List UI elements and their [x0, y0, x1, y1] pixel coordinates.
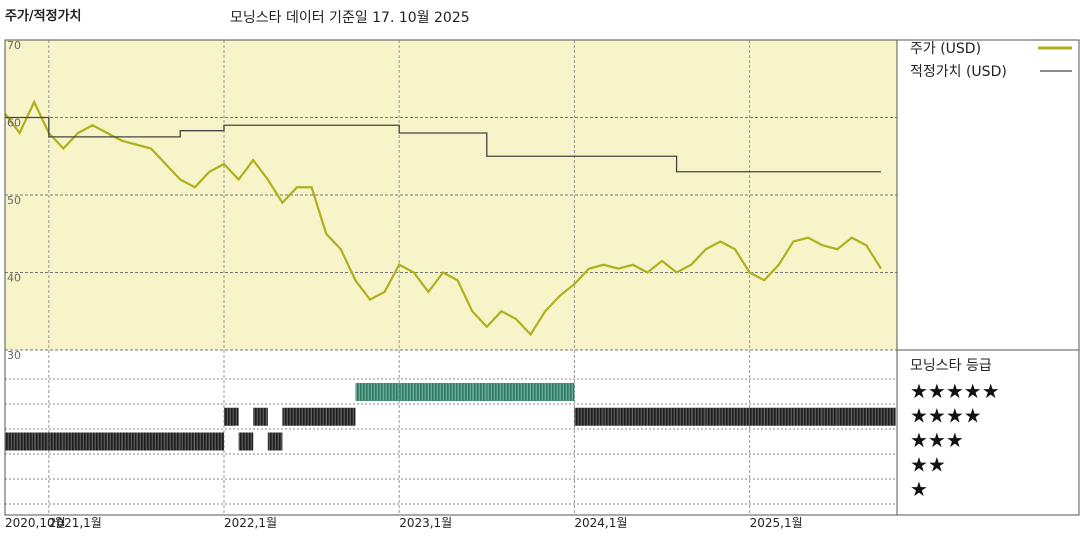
rating-label: ★★	[910, 453, 946, 477]
rating-bar	[559, 383, 575, 401]
rating-bar	[720, 407, 735, 426]
rating-bar	[5, 432, 20, 451]
rating-label: ★	[910, 477, 928, 501]
rating-bar	[384, 383, 400, 401]
rating-bar	[253, 407, 268, 426]
rating-label: ★★★★	[910, 404, 982, 428]
rating-bar	[808, 407, 823, 426]
rating-bar	[282, 407, 297, 426]
rating-bar	[34, 432, 49, 451]
rating-bar	[793, 407, 808, 426]
rating-grid	[5, 378, 897, 505]
rating-bar	[267, 432, 283, 451]
rating-bar	[311, 407, 327, 426]
rating-bar	[486, 383, 502, 401]
rating-bar	[136, 432, 151, 451]
rating-bar	[647, 407, 662, 426]
rating-bar	[632, 407, 648, 426]
series-line	[4, 99, 882, 337]
x-tick-label: 2021,1월	[49, 516, 102, 530]
rating-bar	[297, 407, 312, 426]
rating-bar	[370, 383, 385, 401]
rating-bar	[209, 432, 224, 451]
y-tick-label: 50	[7, 194, 21, 207]
rating-bar	[501, 383, 516, 401]
rating-bar	[121, 432, 137, 451]
rating-bar	[457, 383, 473, 401]
rating-bar	[574, 407, 589, 426]
y-tick-label: 70	[7, 39, 21, 52]
x-tick-label: 2020,10월	[5, 516, 66, 530]
rating-bar	[340, 407, 356, 426]
rating-bar	[165, 432, 181, 451]
rating-bar	[472, 383, 487, 401]
rating-bar	[180, 432, 195, 451]
frame	[4, 39, 1080, 516]
rating-bar	[735, 407, 750, 426]
rating-bar	[151, 432, 166, 451]
rating-bar	[603, 407, 619, 426]
rating-bar	[530, 383, 546, 401]
rating-bar	[399, 383, 414, 401]
rating-bar	[705, 407, 721, 426]
rating-bar	[238, 432, 254, 451]
x-tick-label: 2025,1월	[750, 516, 803, 530]
x-tick-label: 2024,1월	[574, 516, 627, 530]
rating-bar	[662, 407, 677, 426]
rating-label: ★★★	[910, 428, 964, 452]
y-tick-label: 60	[7, 117, 21, 130]
rating-bar	[326, 407, 341, 426]
rating-bar	[428, 383, 443, 401]
rating-bar	[589, 407, 604, 426]
rating-bar	[749, 407, 765, 426]
rating-bar	[618, 407, 633, 426]
rating-bar	[545, 383, 560, 401]
y-tick-label: 30	[7, 349, 21, 362]
rating-bar	[851, 407, 867, 426]
rating-title: 모닝스타 등급	[910, 358, 992, 374]
x-tick-label: 2023,1월	[399, 516, 452, 530]
rating-bar	[48, 432, 64, 451]
rating-bar	[443, 383, 458, 401]
rating-bar	[224, 407, 239, 426]
rating-bar	[881, 407, 896, 426]
x-tick-label: 2022,1월	[224, 516, 277, 530]
chart-subtitle: 모닝스타 데이터 기준일 17. 10월 2025	[230, 10, 470, 26]
rating-bar	[691, 407, 706, 426]
rating-bar	[516, 383, 531, 401]
rating-bar	[413, 383, 429, 401]
legend-label: 적정가치 (USD)	[910, 64, 1007, 80]
rating-bar	[822, 407, 838, 426]
rating-bar	[778, 407, 794, 426]
legend-label: 주가 (USD)	[910, 41, 981, 57]
rating-label: ★★★★★	[910, 379, 1000, 403]
rating-bar	[355, 383, 370, 401]
chart-title: 주가/적정가치	[5, 8, 82, 24]
rating-bar	[676, 407, 692, 426]
rating-bar	[78, 432, 93, 451]
y-tick-label: 40	[7, 272, 21, 285]
rating-bar	[837, 407, 852, 426]
rating-bar	[866, 407, 881, 426]
rating-bar	[92, 432, 108, 451]
rating-bar	[107, 432, 122, 451]
rating-bar	[194, 432, 210, 451]
rating-bar	[63, 432, 78, 451]
series-line	[5, 116, 881, 173]
rating-bar	[764, 407, 779, 426]
rating-bar	[19, 432, 35, 451]
